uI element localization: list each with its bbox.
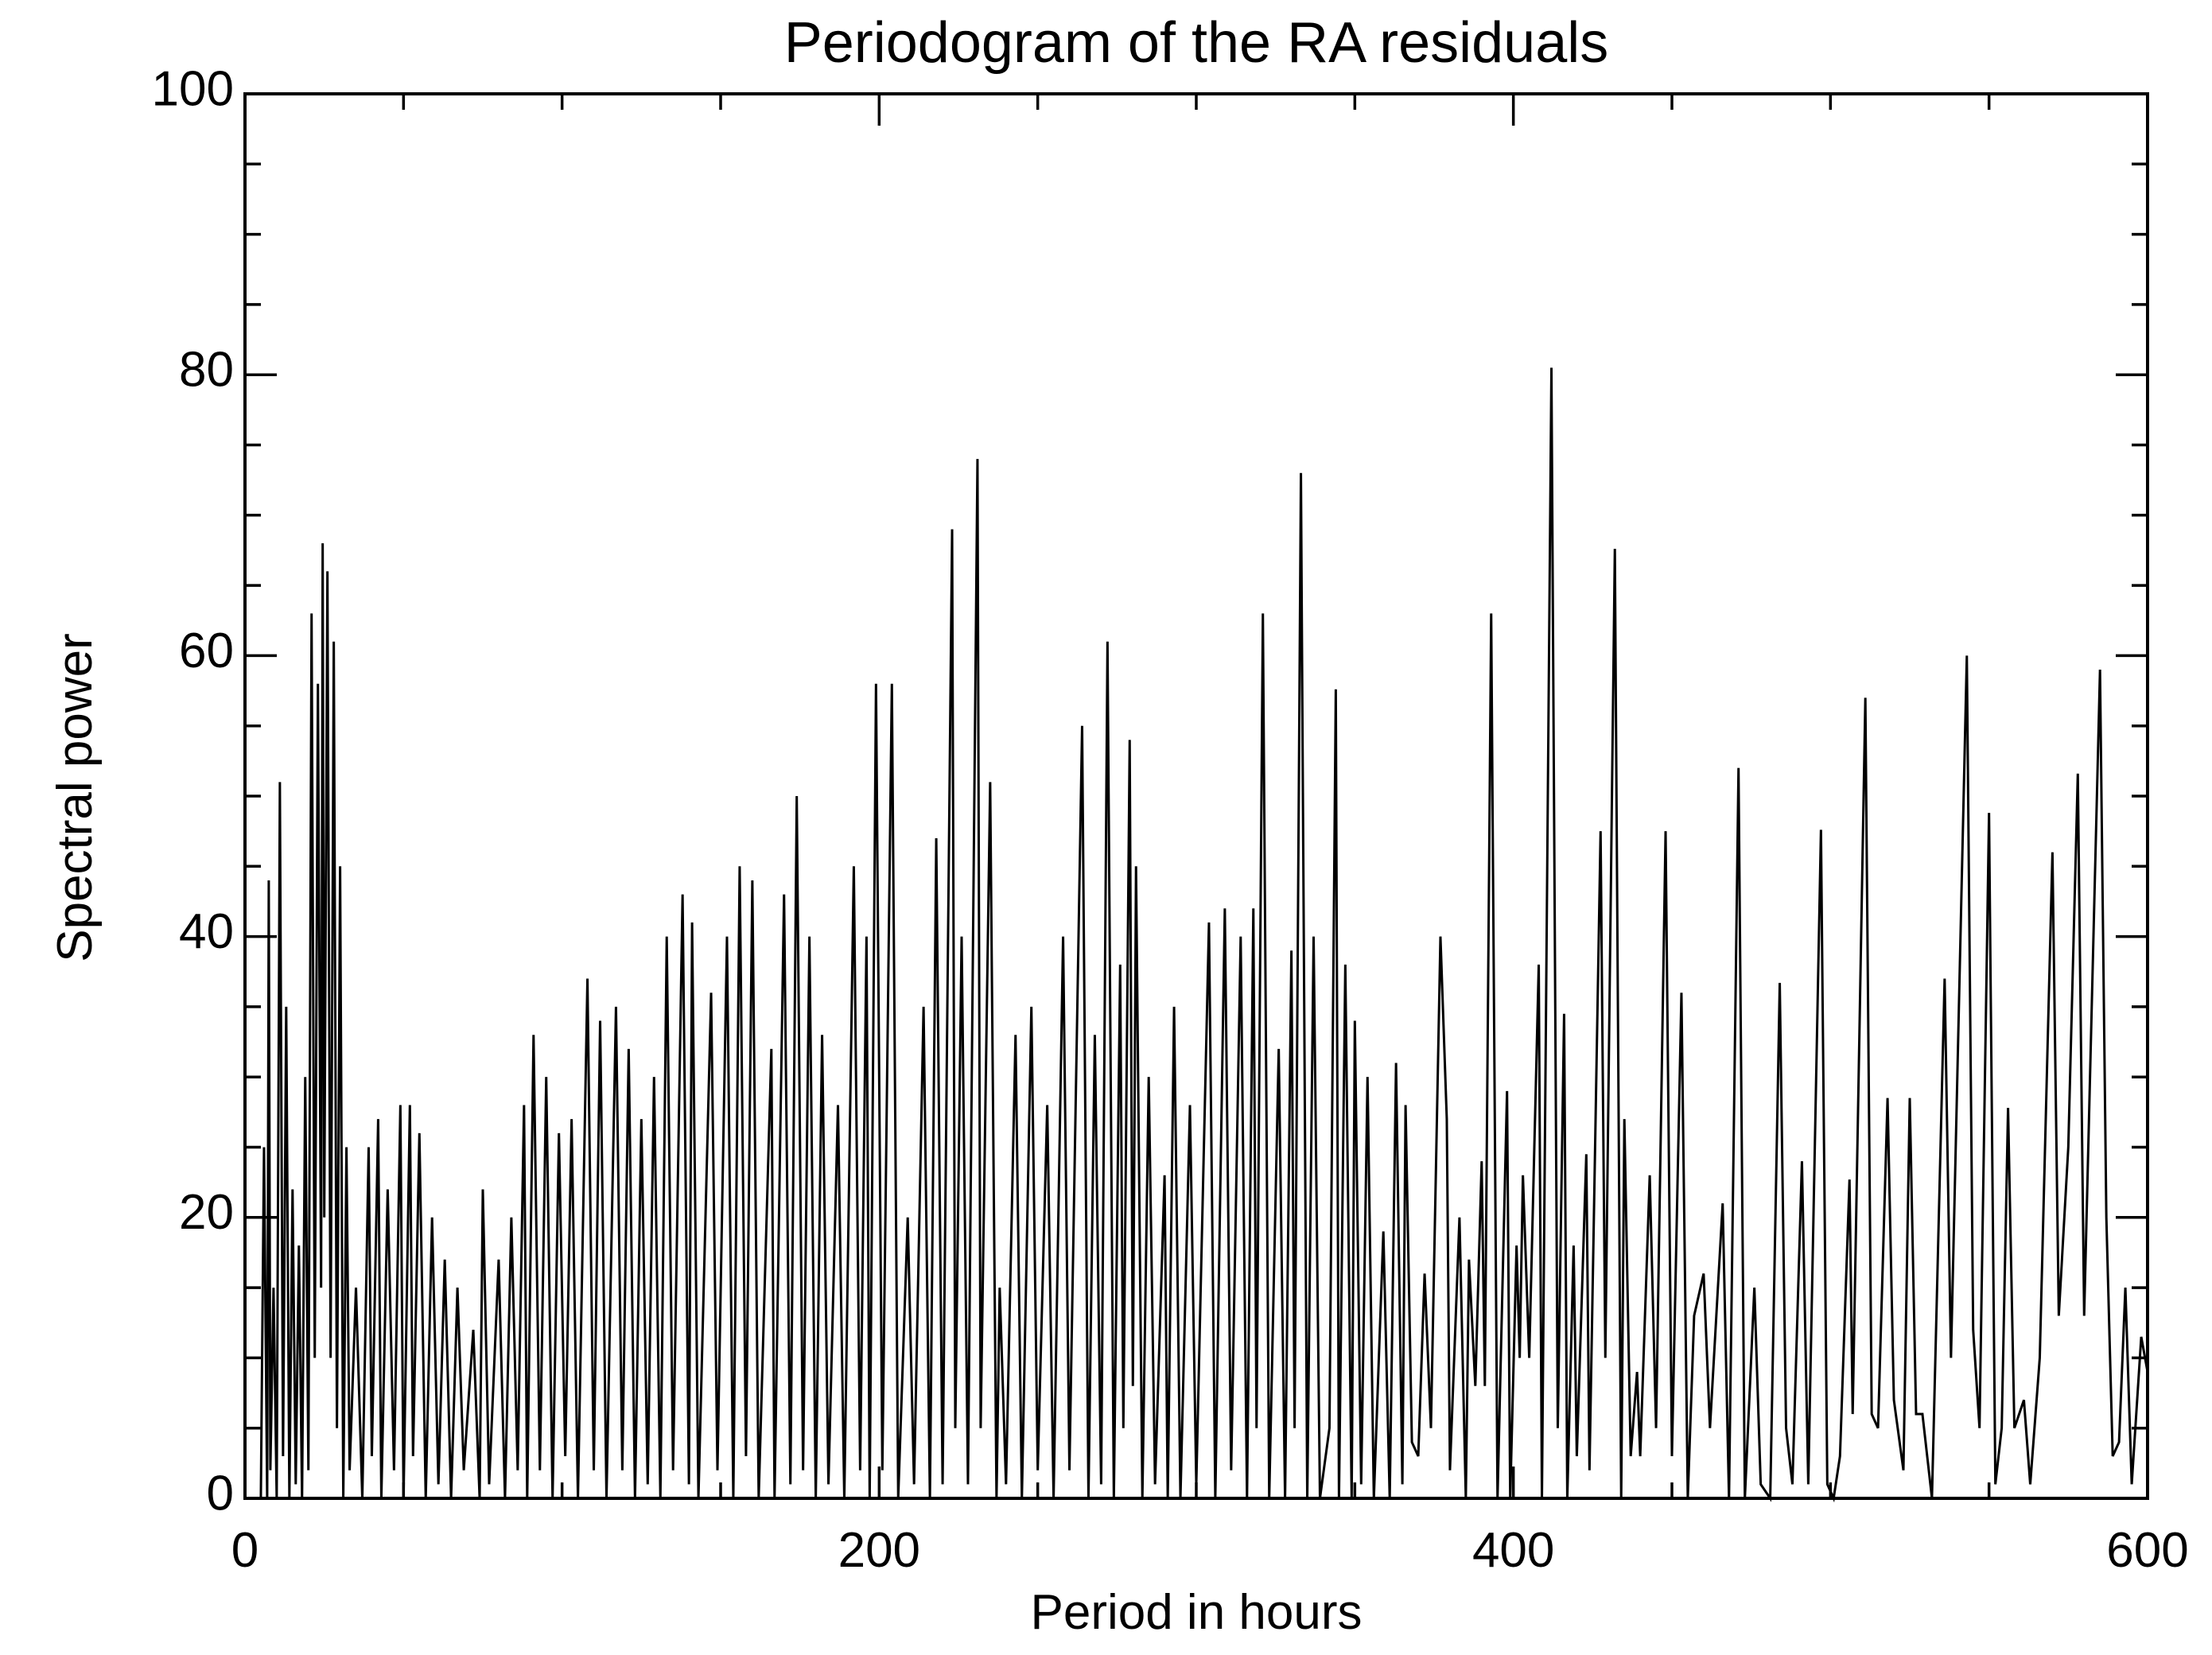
data-line [259, 367, 2149, 1503]
y-tick-label: 20 [179, 1185, 234, 1240]
y-tick-label: 80 [179, 343, 234, 398]
x-tick-label: 0 [231, 1523, 259, 1578]
y-tick-label: 60 [179, 624, 234, 678]
x-axis-label: Period in hours [1030, 1585, 1362, 1640]
x-tick-label: 200 [838, 1523, 920, 1578]
y-tick-label: 40 [179, 904, 234, 959]
y-axis-label: Spectral power [48, 633, 103, 962]
plot-frame [243, 92, 2149, 1500]
x-tick-label: 600 [2106, 1523, 2188, 1578]
x-tick-label: 400 [1472, 1523, 1554, 1578]
y-tick-label: 100 [152, 61, 234, 116]
y-tick-label: 0 [207, 1466, 234, 1521]
chart-title: Periodogram of the RA residuals [784, 11, 1609, 75]
